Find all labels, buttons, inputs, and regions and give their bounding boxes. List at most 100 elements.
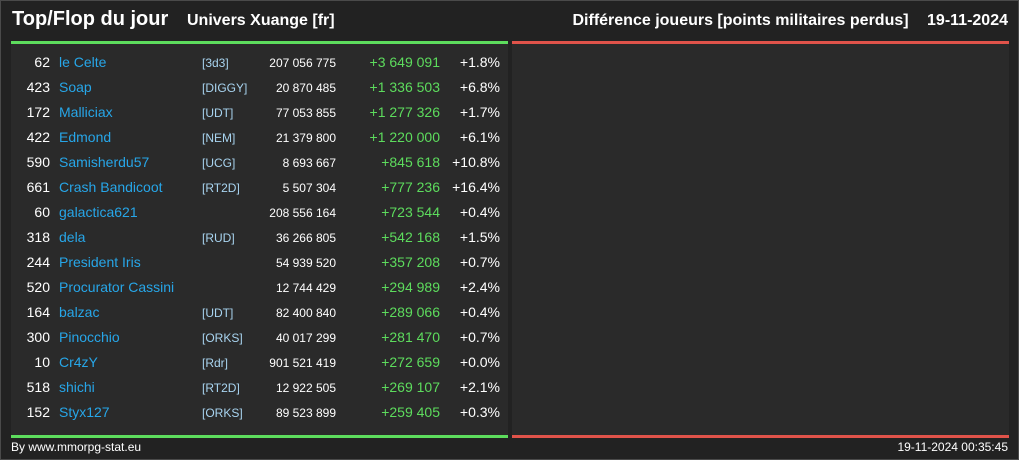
player-rank: 164 <box>26 304 50 320</box>
player-name-link[interactable]: Styx127 <box>59 404 110 420</box>
player-rank: 300 <box>26 329 50 345</box>
category-header: Différence joueurs [points militaires pe… <box>573 12 1009 30</box>
player-rank: 422 <box>26 129 50 145</box>
footer-credit: By www.mmorpg-stat.eu <box>11 440 142 454</box>
player-name-link[interactable]: Malliciax <box>59 104 113 120</box>
player-points: 20 870 485 <box>275 81 336 95</box>
alliance-tag[interactable]: [RT2D] <box>202 381 240 395</box>
player-points: 21 379 800 <box>275 131 336 145</box>
percent-change: +10.8% <box>452 154 500 170</box>
points-difference: +723 544 <box>381 204 440 220</box>
top-list: 62 le Celte [3d3] 207 056 775 +3 649 091 +1.8… <box>11 51 508 426</box>
alliance-tag[interactable]: [UDT] <box>202 306 234 320</box>
alliance-tag[interactable]: [UCG] <box>202 156 236 170</box>
list-item: 423 Soap [DIGGY] 20 870 485 +1 336 503 +6.8% <box>11 76 508 101</box>
player-name-link[interactable]: shichi <box>59 379 95 395</box>
player-name-link[interactable]: President Iris <box>59 254 141 270</box>
points-difference: +1 277 326 <box>369 104 440 120</box>
page-title: Top/Flop du jour <box>12 8 169 30</box>
player-rank: 10 <box>34 354 50 370</box>
player-points: 207 056 775 <box>269 56 336 70</box>
player-name-link[interactable]: Edmond <box>59 129 112 145</box>
player-points: 36 266 805 <box>275 231 336 245</box>
percent-change: +1.8% <box>459 54 500 70</box>
list-item: 10 Cr4zY [Rdr] 901 521 419 +272 659 +0.0% <box>11 351 508 376</box>
list-item: 164 balzac [UDT] 82 400 840 +289 066 +0.4% <box>11 301 508 326</box>
points-difference: +294 989 <box>381 279 440 295</box>
list-item: 318 dela [RUD] 36 266 805 +542 168 +1.5% <box>11 226 508 251</box>
category-label: Différence joueurs [points militaires pe… <box>572 12 909 29</box>
flop-panel <box>512 41 1009 438</box>
alliance-tag[interactable]: [NEM] <box>202 131 236 145</box>
player-points: 82 400 840 <box>275 306 336 320</box>
list-item: 172 Malliciax [UDT] 77 053 855 +1 277 326 +1.… <box>11 101 508 126</box>
points-difference: +357 208 <box>381 254 440 270</box>
player-rank: 172 <box>26 104 50 120</box>
percent-change: +2.4% <box>459 279 500 295</box>
points-difference: +1 336 503 <box>369 79 440 95</box>
percent-change: +1.5% <box>459 229 500 245</box>
player-rank: 62 <box>34 54 50 70</box>
points-difference: +281 470 <box>381 329 440 345</box>
player-name-link[interactable]: Procurator Cassini <box>59 279 175 295</box>
footer-timestamp: 19-11-2024 00:35:45 <box>897 440 1008 454</box>
percent-change: +0.3% <box>459 404 500 420</box>
player-name-link[interactable]: Samisherdu57 <box>59 154 150 170</box>
player-name-link[interactable]: Pinocchio <box>59 329 120 345</box>
list-item: 518 shichi [RT2D] 12 922 505 +269 107 +2.1% <box>11 376 508 401</box>
points-difference: +259 405 <box>381 404 440 420</box>
alliance-tag[interactable]: [DIGGY] <box>202 81 248 95</box>
player-name-link[interactable]: galactica621 <box>59 204 138 220</box>
percent-change: +2.1% <box>459 379 500 395</box>
player-name-link[interactable]: balzac <box>59 304 100 320</box>
points-difference: +3 649 091 <box>369 54 440 70</box>
points-difference: +777 236 <box>381 179 440 195</box>
player-name-link[interactable]: Cr4zY <box>59 354 98 370</box>
player-points: 77 053 855 <box>275 106 336 120</box>
player-rank: 520 <box>26 279 50 295</box>
alliance-tag[interactable]: [RUD] <box>202 231 235 245</box>
alliance-tag[interactable]: [UDT] <box>202 106 234 120</box>
list-item: 520 Procurator Cassini 12 744 429 +294 989 +… <box>11 276 508 301</box>
list-item: 60 galactica621 208 556 164 +723 544 +0.4% <box>11 201 508 226</box>
player-rank: 518 <box>26 379 50 395</box>
percent-change: +0.7% <box>459 254 500 270</box>
percent-change: +6.8% <box>459 79 500 95</box>
player-name-link[interactable]: dela <box>59 229 86 245</box>
percent-change: +1.7% <box>459 104 500 120</box>
alliance-tag[interactable]: [ORKS] <box>202 331 243 345</box>
player-points: 208 556 164 <box>269 206 336 220</box>
alliance-tag[interactable]: [RT2D] <box>202 181 240 195</box>
percent-change: +0.4% <box>459 204 500 220</box>
list-item: 590 Samisherdu57 [UCG] 8 693 667 +845 618 +10… <box>11 151 508 176</box>
alliance-tag[interactable]: [3d3] <box>202 56 229 70</box>
player-points: 89 523 899 <box>275 406 336 420</box>
player-points: 40 017 299 <box>275 331 336 345</box>
points-difference: +845 618 <box>381 154 440 170</box>
list-item: 422 Edmond [NEM] 21 379 800 +1 220 000 +6.1% <box>11 126 508 151</box>
player-name-link[interactable]: Soap <box>59 79 92 95</box>
player-points: 12 744 429 <box>275 281 336 295</box>
list-item: 152 Styx127 [ORKS] 89 523 899 +259 405 +0.3% <box>11 401 508 426</box>
list-item: 62 le Celte [3d3] 207 056 775 +3 649 091 +1.8… <box>11 51 508 76</box>
list-item: 244 President Iris 54 939 520 +357 208 +0.7% <box>11 251 508 276</box>
points-difference: +1 220 000 <box>369 129 440 145</box>
alliance-tag[interactable]: [ORKS] <box>202 406 243 420</box>
player-rank: 590 <box>26 154 50 170</box>
universe-label: Univers Xuange [fr] <box>187 12 335 29</box>
percent-change: +0.4% <box>459 304 500 320</box>
player-name-link[interactable]: le Celte <box>59 54 107 70</box>
alliance-tag[interactable]: [Rdr] <box>202 356 229 370</box>
list-item: 300 Pinocchio [ORKS] 40 017 299 +281 470 +0.7… <box>11 326 508 351</box>
percent-change: +6.1% <box>459 129 500 145</box>
points-difference: +269 107 <box>381 379 440 395</box>
player-rank: 423 <box>26 79 50 95</box>
player-points: 901 521 419 <box>269 356 336 370</box>
top-panel: 62 le Celte [3d3] 207 056 775 +3 649 091 +1.8… <box>11 41 508 438</box>
percent-change: +0.7% <box>459 329 500 345</box>
player-rank: 318 <box>26 229 50 245</box>
player-points: 5 507 304 <box>282 181 336 195</box>
player-points: 12 922 505 <box>275 381 336 395</box>
percent-change: +0.0% <box>459 354 500 370</box>
player-name-link[interactable]: Crash Bandicoot <box>59 179 163 195</box>
